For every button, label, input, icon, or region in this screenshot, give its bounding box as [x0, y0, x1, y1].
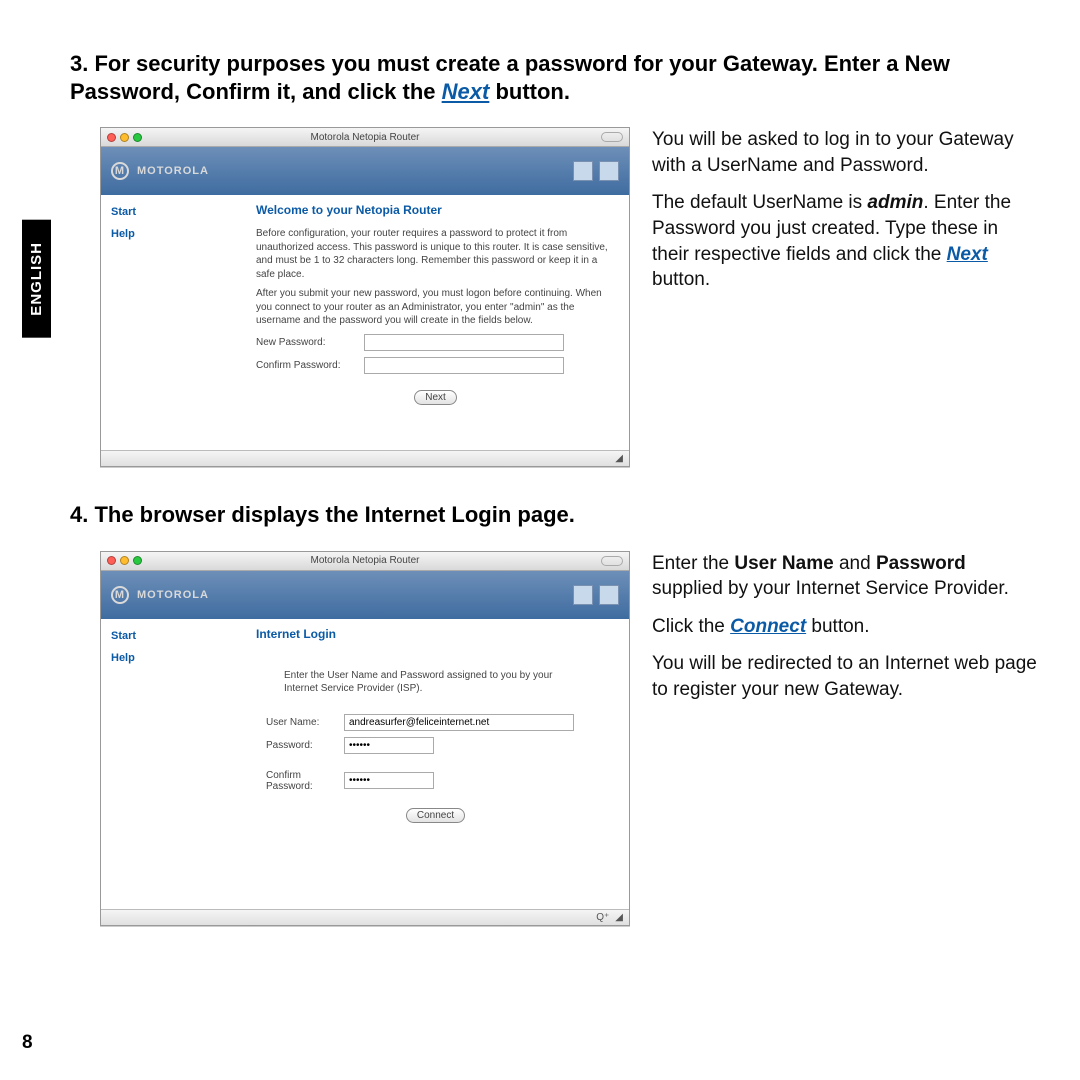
- s4-p1-bold2: Password: [876, 553, 966, 574]
- step3-heading-suffix: button.: [489, 79, 570, 104]
- step3-row: Motorola Netopia Router M MOTOROLA Start…: [100, 127, 1040, 467]
- router-main: Welcome to your Netopia Router Before co…: [246, 195, 629, 450]
- new-password-label: New Password:: [256, 337, 356, 348]
- step3-side-p2: The default UserName is admin. Enter the…: [652, 190, 1040, 293]
- step4-side-p3: You will be redirected to an Internet we…: [652, 651, 1040, 702]
- router-sidebar-2: Start Help: [101, 619, 246, 909]
- s4-p1-prefix: Enter the: [652, 553, 734, 574]
- username-label: User Name:: [266, 717, 336, 728]
- step3-p2-prefix: The default UserName is: [652, 192, 867, 213]
- router-heading-2: Internet Login: [256, 627, 615, 641]
- step3-p2-link: Next: [947, 244, 988, 265]
- search-icon: Q⁺: [596, 912, 609, 923]
- mac-titlebar: Motorola Netopia Router: [101, 128, 629, 147]
- router-para2: After you submit your new password, you …: [256, 287, 615, 328]
- step3-heading: 3. For security purposes you must create…: [70, 50, 1040, 105]
- step3-screenshot: Motorola Netopia Router M MOTOROLA Start…: [100, 127, 630, 467]
- s4-p1-mid: and: [834, 553, 876, 574]
- step3-side-p1: You will be asked to log in to your Gate…: [652, 127, 1040, 178]
- motorola-logo-icon: M: [111, 162, 129, 180]
- next-button[interactable]: Next: [414, 390, 457, 405]
- step4-side-p2: Click the Connect button.: [652, 614, 1040, 640]
- step3-p2-admin: admin: [867, 192, 923, 213]
- manual-page: ENGLISH 3. For security purposes you mus…: [0, 0, 1080, 990]
- step4-side-p1: Enter the User Name and Password supplie…: [652, 551, 1040, 602]
- confirm-label: Confirm Password:: [266, 770, 336, 792]
- window-title-2: Motorola Netopia Router: [101, 555, 629, 566]
- status-bar: ◢: [101, 450, 629, 466]
- step3-side-text: You will be asked to log in to your Gate…: [652, 127, 1040, 467]
- mac-titlebar-2: Motorola Netopia Router: [101, 552, 629, 571]
- router-main-2: Internet Login Enter the User Name and P…: [246, 619, 629, 909]
- motorola-logo-icon: M: [111, 586, 129, 604]
- confirm-input[interactable]: [344, 772, 434, 789]
- status-bar-2: Q⁺ ◢: [101, 909, 629, 925]
- s4-p2-link: Connect: [730, 616, 806, 637]
- new-password-input[interactable]: [364, 334, 564, 351]
- language-tab: ENGLISH: [22, 220, 51, 338]
- brand-text: MOTOROLA: [137, 165, 209, 177]
- step3-p2-suffix: button.: [652, 269, 710, 290]
- step4-screenshot: Motorola Netopia Router M MOTOROLA Start…: [100, 551, 630, 926]
- flag-icons: [573, 161, 619, 181]
- sidebar-item-start[interactable]: Start: [111, 206, 236, 218]
- new-password-row: New Password:: [256, 334, 615, 351]
- router-para-login: Enter the User Name and Password assigne…: [284, 669, 564, 696]
- router-para1: Before configuration, your router requir…: [256, 227, 615, 281]
- brand-text-2: MOTOROLA: [137, 589, 209, 601]
- confirm-password-row: Confirm Password:: [256, 357, 615, 374]
- s4-p2-prefix: Click the: [652, 616, 730, 637]
- sidebar-item-help[interactable]: Help: [111, 652, 236, 664]
- password-input[interactable]: [344, 737, 434, 754]
- router-body: Start Help Welcome to your Netopia Route…: [101, 195, 629, 450]
- step4-side-text: Enter the User Name and Password supplie…: [652, 551, 1040, 926]
- s4-p1-suffix: supplied by your Internet Service Provid…: [652, 578, 1009, 599]
- password-row: Password:: [266, 737, 615, 754]
- router-sidebar: Start Help: [101, 195, 246, 450]
- s4-p2-suffix: button.: [806, 616, 869, 637]
- s4-p1-bold1: User Name: [734, 553, 833, 574]
- username-row: User Name:: [266, 714, 615, 731]
- username-input[interactable]: [344, 714, 574, 731]
- router-heading: Welcome to your Netopia Router: [256, 203, 615, 217]
- sidebar-item-start[interactable]: Start: [111, 630, 236, 642]
- confirm-password-input[interactable]: [364, 357, 564, 374]
- sidebar-item-help[interactable]: Help: [111, 228, 236, 240]
- brand-banner: M MOTOROLA: [101, 147, 629, 195]
- window-title: Motorola Netopia Router: [101, 132, 629, 143]
- resize-icon: ◢: [615, 453, 623, 464]
- step4-heading: 4. The browser displays the Internet Log…: [70, 501, 1040, 529]
- router-body-2: Start Help Internet Login Enter the User…: [101, 619, 629, 909]
- step3-heading-link: Next: [442, 79, 490, 104]
- confirm-row: Confirm Password:: [266, 770, 615, 792]
- step4-row: Motorola Netopia Router M MOTOROLA Start…: [100, 551, 1040, 926]
- page-number: 8: [22, 1032, 33, 1054]
- connect-button[interactable]: Connect: [406, 808, 465, 823]
- confirm-password-label: Confirm Password:: [256, 360, 356, 371]
- resize-icon: ◢: [615, 912, 623, 923]
- brand-banner-2: M MOTOROLA: [101, 571, 629, 619]
- password-label: Password:: [266, 740, 336, 751]
- flag-icons: [573, 585, 619, 605]
